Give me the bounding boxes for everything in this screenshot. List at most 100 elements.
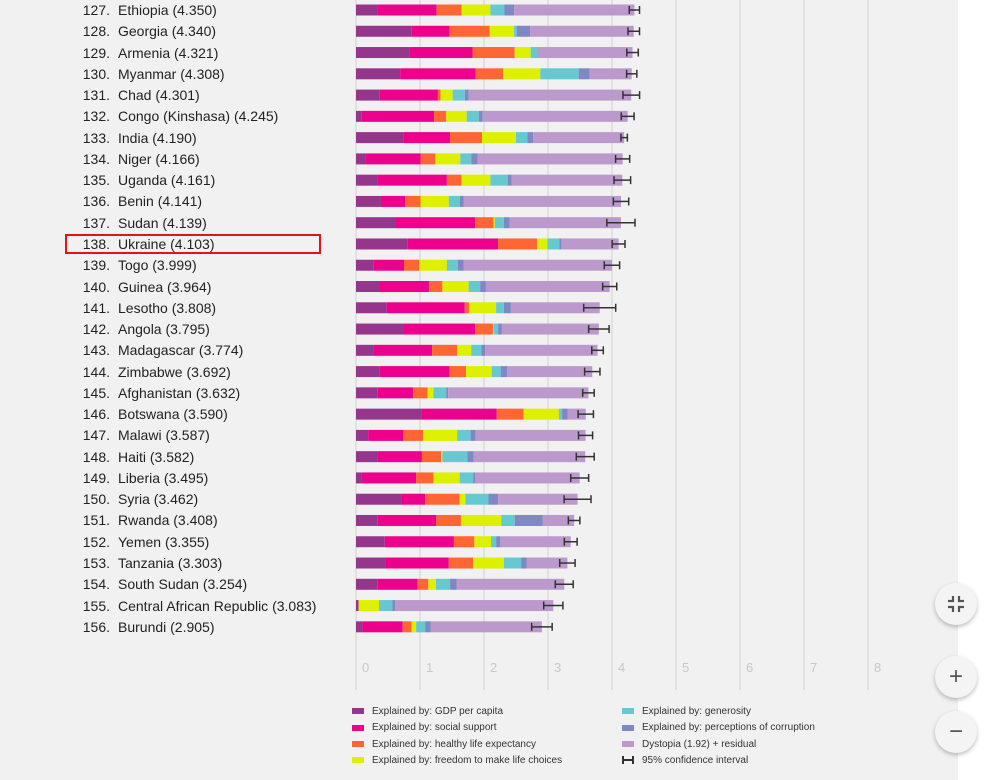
country-row-label: 128. Georgia (4.340) [0, 21, 340, 41]
bar-segment-dystopia [542, 514, 575, 526]
x-tick-label: 2 [490, 660, 497, 675]
bar-segment-dystopia [509, 217, 621, 229]
bar-segment-gdp [356, 4, 378, 16]
bar-segment-dystopia [537, 47, 633, 59]
bar-segment-gdp [356, 25, 412, 37]
bar-segment-corruption [392, 600, 396, 612]
bar-segment-gdp [356, 344, 374, 356]
bar-segment-generosity [501, 514, 515, 526]
bar-segment-dystopia [473, 451, 586, 463]
bar-segment-freedom [459, 493, 466, 505]
bar-segment-freedom [441, 451, 443, 463]
bar-segment-freedom [420, 195, 449, 207]
bar-segment-corruption [503, 217, 510, 229]
bar-segment-generosity [460, 153, 472, 165]
bar-segment-dystopia [526, 557, 568, 569]
zoom-out-button[interactable]: − [935, 711, 977, 753]
country-name: Guinea (3.964) [118, 278, 212, 295]
bar-segment-freedom [489, 25, 515, 37]
rank: 146. [82, 406, 110, 423]
country-name: Myanmar (4.308) [118, 65, 225, 82]
bar-segment-generosity [514, 25, 517, 37]
stacked-bar-chart: 0 1 2 3 4 5 6 7 8 [355, 0, 881, 690]
country-name: Togo (3.999) [118, 257, 197, 274]
bar-segment-health [475, 217, 494, 229]
bar-segment-freedom [466, 366, 492, 378]
bar-segment-freedom [457, 344, 472, 356]
bar-segment-health [436, 4, 462, 16]
bar-segment-corruption [446, 387, 449, 399]
country-name: Burundi (2.905) [118, 618, 215, 635]
bar-segment-generosity [379, 600, 393, 612]
bar-segment-health [498, 238, 538, 250]
bar-segment-gdp [356, 451, 378, 463]
bar-segment-social [379, 366, 450, 378]
bar-segment-dystopia [456, 578, 565, 590]
rank: 138. [82, 235, 110, 252]
legend-item-health: Explained by: healthy life expectancy [352, 738, 536, 752]
bar-segment-health [412, 387, 428, 399]
country-name: Niger (4.166) [118, 150, 200, 167]
bar-segment-corruption [471, 153, 478, 165]
bar-segment-health [436, 514, 461, 526]
bar-segment-dystopia [501, 323, 599, 335]
country-row-label: 136. Benin (4.141) [0, 191, 340, 211]
country-name: Afghanistan (3.632) [118, 384, 241, 401]
bar-segment-health [417, 578, 429, 590]
rank: 133. [82, 129, 110, 146]
bar-segment-corruption [450, 578, 457, 590]
rank: 155. [82, 597, 110, 614]
exit-fullscreen-button[interactable] [935, 583, 977, 625]
bar-segment-gdp [356, 174, 378, 186]
legend-label: Explained by: GDP per capita [372, 706, 504, 717]
country-name: Lesotho (3.808) [118, 299, 217, 316]
rank: 128. [82, 23, 110, 40]
bar-segment-generosity [471, 344, 482, 356]
minus-icon: − [948, 718, 963, 745]
country-name: Central African Republic (3.083) [118, 597, 317, 614]
bar-segment-freedom [442, 281, 469, 293]
bar-segment-health [402, 621, 412, 633]
bar-segment-corruption [498, 323, 502, 335]
country-name: Chad (4.301) [118, 87, 200, 104]
bar-segment-freedom [503, 68, 541, 80]
rank: 136. [82, 193, 110, 210]
bar-segment-social [377, 578, 418, 590]
bar-segment-gdp [356, 557, 386, 569]
country-row-label: 134. Niger (4.166) [0, 149, 340, 169]
country-name: Georgia (4.340) [118, 23, 217, 40]
bar-segment-freedom [493, 217, 495, 229]
bar-segment-gdp [356, 514, 378, 526]
bar-segment-freedom [473, 557, 504, 569]
bar-segment-dystopia [463, 195, 622, 207]
bar-segment-freedom [358, 600, 380, 612]
bar-segment-dystopia [468, 89, 632, 101]
bar-segment-dystopia [567, 408, 586, 420]
bar-segment-health [475, 323, 493, 335]
bar-segment-corruption [562, 408, 568, 420]
bar-segment-corruption [507, 174, 512, 186]
country-row-label: 142. Angola (3.795) [0, 319, 340, 339]
bar-segment-freedom [461, 4, 491, 16]
x-tick-label: 7 [810, 660, 817, 675]
legend-swatch [622, 708, 634, 715]
bar-segment-generosity [490, 4, 505, 16]
bar-segment-dystopia [500, 536, 571, 548]
bar-segment-corruption [514, 514, 543, 526]
bar-segment-freedom [419, 259, 447, 271]
bar-segment-corruption [473, 472, 476, 484]
bar-segment-freedom [537, 238, 548, 250]
country-row-label: 129. Armenia (4.321) [0, 43, 340, 63]
legend-label: 95% confidence interval [642, 754, 749, 766]
legend-item-gdp: Explained by: GDP per capita [352, 705, 503, 719]
bar-segment-generosity [448, 195, 460, 207]
bar-segment-freedom [428, 578, 436, 590]
bar-segment-freedom [440, 89, 453, 101]
rank: 149. [82, 469, 110, 486]
bar-segment-generosity [493, 323, 499, 335]
country-row-label: 147. Malawi (3.587) [0, 425, 340, 445]
zoom-in-button[interactable]: + [935, 656, 977, 698]
bar-segment-freedom [461, 174, 491, 186]
country-name: Botswana (3.590) [118, 406, 228, 423]
country-row-label: 132. Congo (Kinshasa) (4.245) [0, 106, 340, 126]
